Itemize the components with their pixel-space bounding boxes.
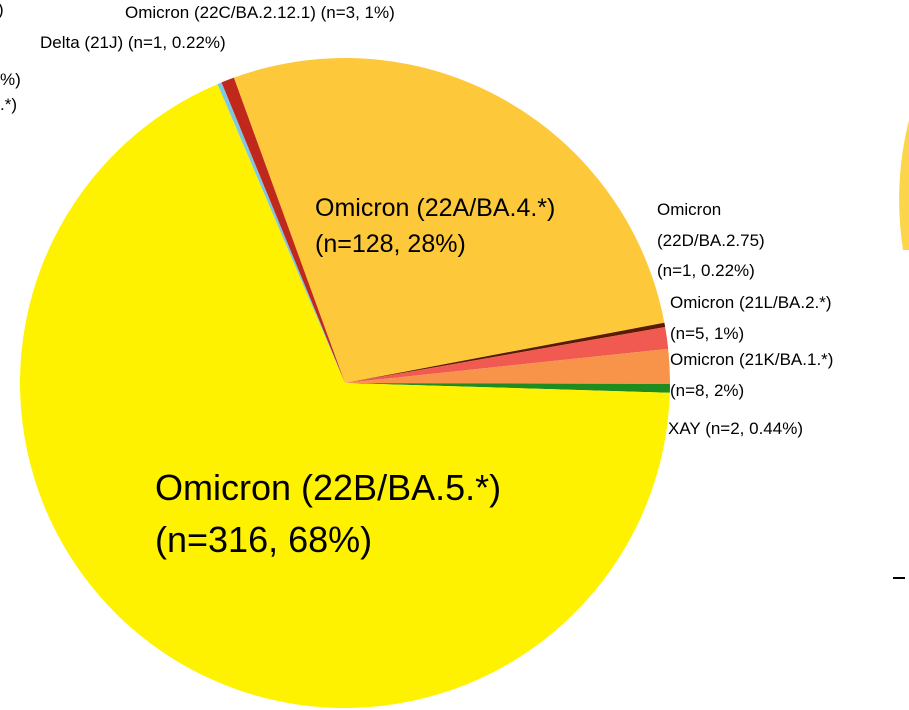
cropped-label: ) [0,0,4,20]
slice-name: Delta (21J) [40,33,124,52]
slice-name: Omicron (22B/BA.5.*) [155,467,502,508]
slice-name: Omicron (22A/BA.4.*) [315,194,556,222]
pie-slice [345,348,670,384]
slice-value-label: (n=1, 0.22%) [657,261,755,281]
pie-slice [345,327,669,383]
slice-label: Omicron (22D/BA.2.75) (n=1, 0.22%) [657,195,797,287]
slice-name: XAY [668,419,701,438]
slice-label: Delta (21J) (n=1, 0.22%) [40,33,340,53]
slice-label: XAY (n=2, 0.44%) [668,419,908,439]
slice-label: Omicron (21K/BA.1.*) (n=8, 2%) [670,345,909,406]
slice-value-label: (n=8, 2%) [670,380,745,400]
slice-label: Omicron (21L/BA.2.*) (n=5, 1%) [670,288,909,349]
pie-slice [217,82,345,384]
slice-value-label: (n=1, 0.22%) [127,33,226,52]
pie-slice [345,322,666,383]
cropped-text: %) [0,70,21,89]
slice-name: Omicron (21L/BA.2.*) [670,293,832,312]
slice-value-label: (n=128, 28%) [315,230,466,259]
cropped-label: %) [0,70,21,90]
slice-name: Omicron (22D/BA.2.75) [657,200,765,250]
cropped-text: .*) [0,95,17,114]
cropped-label: .*) [0,95,17,115]
pie-slice [221,77,345,383]
slice-name: Omicron (21K/BA.1.*) [670,350,834,369]
slice-value-label: (n=5, 1%) [670,323,745,343]
slice-name: Omicron (22C/BA.2.12.1) [125,3,316,22]
slice-value-label: (n=316, 68%) [155,519,373,561]
slice-value-label: (n=3, 1%) [320,3,395,22]
slice-label: Omicron (22B/BA.5.*) (n=316, 68%) [155,462,615,566]
slice-label: Omicron (22A/BA.4.*) (n=128, 28%) [315,190,635,263]
cropped-text: ) [0,0,4,19]
pie-slice [19,84,670,709]
slice-label: Omicron (22C/BA.2.12.1) (n=3, 1%) [125,3,545,23]
pie-slice [345,383,670,393]
slice-value-label: (n=2, 0.44%) [705,419,803,438]
pie-slice [233,58,665,384]
cropped-pie [899,120,909,250]
